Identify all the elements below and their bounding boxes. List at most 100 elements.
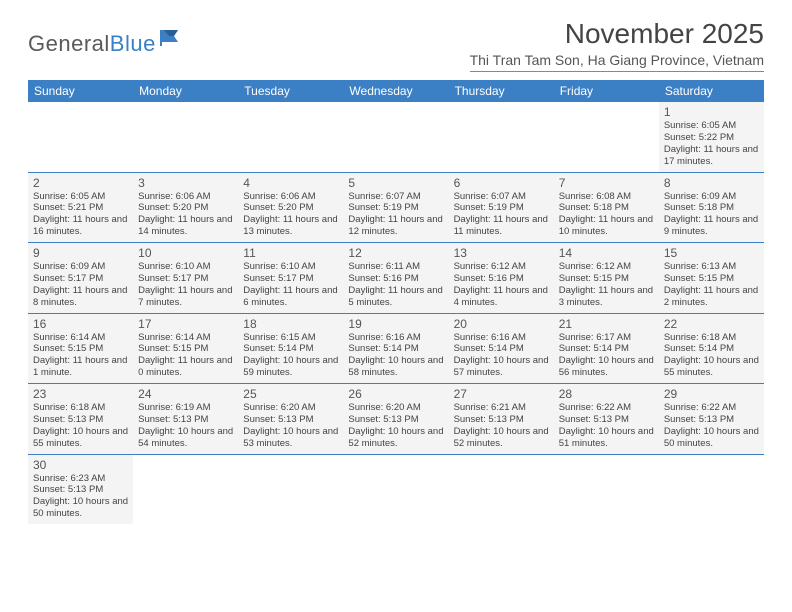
info-line: Sunset: 5:13 PM [454, 414, 549, 426]
info-line: Sunrise: 6:19 AM [138, 402, 233, 414]
info-line: Daylight: 11 hours and 11 minutes. [454, 214, 549, 238]
info-line: Daylight: 11 hours and 0 minutes. [138, 355, 233, 379]
calendar-empty-cell [238, 102, 343, 172]
info-line: Daylight: 10 hours and 55 minutes. [664, 355, 759, 379]
calendar-day-cell: 10Sunrise: 6:10 AMSunset: 5:17 PMDayligh… [133, 243, 238, 314]
info-line: Sunrise: 6:10 AM [243, 261, 338, 273]
info-line: Sunrise: 6:12 AM [454, 261, 549, 273]
info-line: Daylight: 10 hours and 50 minutes. [33, 496, 128, 520]
page-header: GeneralBlue November 2025 Thi Tran Tam S… [28, 18, 764, 74]
calendar-empty-cell [554, 102, 659, 172]
day-header: Sunday [28, 80, 133, 102]
calendar-table: SundayMondayTuesdayWednesdayThursdayFrid… [28, 80, 764, 524]
info-line: Daylight: 10 hours and 57 minutes. [454, 355, 549, 379]
calendar-row: 23Sunrise: 6:18 AMSunset: 5:13 PMDayligh… [28, 384, 764, 455]
day-number: 2 [33, 176, 128, 190]
day-info: Sunrise: 6:12 AMSunset: 5:15 PMDaylight:… [559, 261, 654, 309]
info-line: Sunset: 5:15 PM [33, 343, 128, 355]
calendar-day-cell: 25Sunrise: 6:20 AMSunset: 5:13 PMDayligh… [238, 384, 343, 455]
info-line: Sunrise: 6:18 AM [664, 332, 759, 344]
day-number: 15 [664, 246, 759, 260]
info-line: Sunset: 5:13 PM [33, 484, 128, 496]
info-line: Sunrise: 6:07 AM [454, 191, 549, 203]
info-line: Sunset: 5:15 PM [559, 273, 654, 285]
calendar-day-cell: 28Sunrise: 6:22 AMSunset: 5:13 PMDayligh… [554, 384, 659, 455]
day-info: Sunrise: 6:21 AMSunset: 5:13 PMDaylight:… [454, 402, 549, 450]
day-number: 7 [559, 176, 654, 190]
day-info: Sunrise: 6:14 AMSunset: 5:15 PMDaylight:… [138, 332, 233, 380]
calendar-day-cell: 8Sunrise: 6:09 AMSunset: 5:18 PMDaylight… [659, 172, 764, 243]
info-line: Daylight: 10 hours and 54 minutes. [138, 426, 233, 450]
info-line: Sunset: 5:16 PM [454, 273, 549, 285]
info-line: Sunrise: 6:21 AM [454, 402, 549, 414]
day-number: 26 [348, 387, 443, 401]
calendar-row: 9Sunrise: 6:09 AMSunset: 5:17 PMDaylight… [28, 243, 764, 314]
day-number: 24 [138, 387, 233, 401]
info-line: Sunset: 5:16 PM [348, 273, 443, 285]
info-line: Sunset: 5:18 PM [559, 202, 654, 214]
info-line: Sunrise: 6:14 AM [138, 332, 233, 344]
day-number: 21 [559, 317, 654, 331]
info-line: Daylight: 11 hours and 6 minutes. [243, 285, 338, 309]
info-line: Sunset: 5:22 PM [664, 132, 759, 144]
info-line: Daylight: 11 hours and 1 minute. [33, 355, 128, 379]
info-line: Sunset: 5:15 PM [138, 343, 233, 355]
info-line: Daylight: 11 hours and 7 minutes. [138, 285, 233, 309]
brand-logo: GeneralBlue [28, 28, 186, 59]
calendar-day-cell: 22Sunrise: 6:18 AMSunset: 5:14 PMDayligh… [659, 313, 764, 384]
calendar-day-cell: 13Sunrise: 6:12 AMSunset: 5:16 PMDayligh… [449, 243, 554, 314]
day-info: Sunrise: 6:15 AMSunset: 5:14 PMDaylight:… [243, 332, 338, 380]
day-info: Sunrise: 6:22 AMSunset: 5:13 PMDaylight:… [664, 402, 759, 450]
info-line: Sunrise: 6:18 AM [33, 402, 128, 414]
day-number: 27 [454, 387, 549, 401]
flag-icon [160, 28, 186, 51]
calendar-empty-cell [133, 102, 238, 172]
day-info: Sunrise: 6:13 AMSunset: 5:15 PMDaylight:… [664, 261, 759, 309]
info-line: Sunrise: 6:07 AM [348, 191, 443, 203]
calendar-day-cell: 30Sunrise: 6:23 AMSunset: 5:13 PMDayligh… [28, 454, 133, 524]
info-line: Sunset: 5:14 PM [348, 343, 443, 355]
day-number: 18 [243, 317, 338, 331]
day-number: 4 [243, 176, 338, 190]
info-line: Daylight: 11 hours and 3 minutes. [559, 285, 654, 309]
calendar-day-cell: 21Sunrise: 6:17 AMSunset: 5:14 PMDayligh… [554, 313, 659, 384]
info-line: Daylight: 11 hours and 14 minutes. [138, 214, 233, 238]
day-number: 11 [243, 246, 338, 260]
calendar-day-cell: 24Sunrise: 6:19 AMSunset: 5:13 PMDayligh… [133, 384, 238, 455]
calendar-empty-cell [659, 454, 764, 524]
day-info: Sunrise: 6:16 AMSunset: 5:14 PMDaylight:… [454, 332, 549, 380]
day-number: 5 [348, 176, 443, 190]
day-number: 30 [33, 458, 128, 472]
info-line: Daylight: 11 hours and 4 minutes. [454, 285, 549, 309]
day-number: 20 [454, 317, 549, 331]
calendar-day-cell: 11Sunrise: 6:10 AMSunset: 5:17 PMDayligh… [238, 243, 343, 314]
info-line: Daylight: 11 hours and 5 minutes. [348, 285, 443, 309]
info-line: Daylight: 11 hours and 8 minutes. [33, 285, 128, 309]
info-line: Sunset: 5:20 PM [138, 202, 233, 214]
info-line: Sunrise: 6:09 AM [664, 191, 759, 203]
calendar-empty-cell [28, 102, 133, 172]
info-line: Daylight: 10 hours and 52 minutes. [348, 426, 443, 450]
brand-part1: General [28, 31, 110, 56]
info-line: Daylight: 10 hours and 50 minutes. [664, 426, 759, 450]
info-line: Daylight: 10 hours and 53 minutes. [243, 426, 338, 450]
day-number: 12 [348, 246, 443, 260]
day-info: Sunrise: 6:05 AMSunset: 5:21 PMDaylight:… [33, 191, 128, 239]
info-line: Sunset: 5:14 PM [454, 343, 549, 355]
info-line: Daylight: 11 hours and 9 minutes. [664, 214, 759, 238]
day-info: Sunrise: 6:23 AMSunset: 5:13 PMDaylight:… [33, 473, 128, 521]
calendar-day-cell: 15Sunrise: 6:13 AMSunset: 5:15 PMDayligh… [659, 243, 764, 314]
calendar-day-cell: 3Sunrise: 6:06 AMSunset: 5:20 PMDaylight… [133, 172, 238, 243]
day-number: 23 [33, 387, 128, 401]
info-line: Daylight: 10 hours and 55 minutes. [33, 426, 128, 450]
info-line: Sunset: 5:13 PM [348, 414, 443, 426]
info-line: Daylight: 10 hours and 51 minutes. [559, 426, 654, 450]
day-info: Sunrise: 6:10 AMSunset: 5:17 PMDaylight:… [138, 261, 233, 309]
info-line: Daylight: 10 hours and 56 minutes. [559, 355, 654, 379]
calendar-day-cell: 29Sunrise: 6:22 AMSunset: 5:13 PMDayligh… [659, 384, 764, 455]
info-line: Sunset: 5:13 PM [559, 414, 654, 426]
day-header: Wednesday [343, 80, 448, 102]
day-info: Sunrise: 6:11 AMSunset: 5:16 PMDaylight:… [348, 261, 443, 309]
info-line: Sunrise: 6:13 AM [664, 261, 759, 273]
day-number: 29 [664, 387, 759, 401]
